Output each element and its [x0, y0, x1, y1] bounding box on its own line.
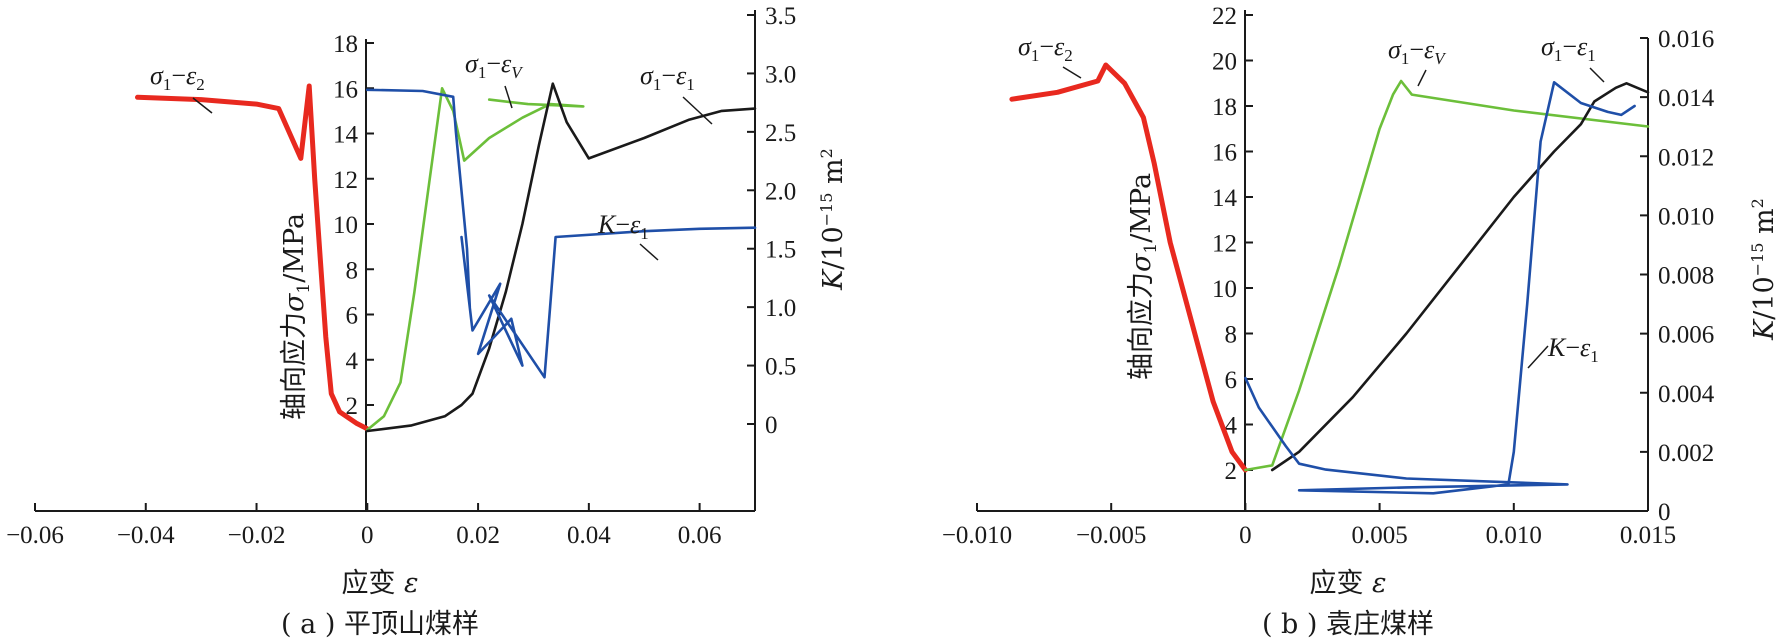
panel-a-series-k-e1	[365, 88, 757, 379]
panel-b-y2-tick-label: 0.006	[1658, 322, 1714, 349]
panel-a-y-tick-label: 2	[346, 393, 359, 420]
panel-a-ticks: −0.06 −0.04 −0.02 0 0.02 0.04 0.06 2 4 6 8 10 12 14 16…	[6, 3, 796, 549]
panel-b-y2-tick-label: 0.016	[1658, 26, 1714, 53]
panel-a-y-tick-label: 10	[333, 212, 358, 239]
panel-b-y-tick-label: 6	[1225, 367, 1238, 394]
panel-b-y-tick-label: 8	[1225, 322, 1238, 349]
annotation-leader	[1589, 67, 1605, 83]
panel-a-y2-tick-label: 1.5	[765, 237, 796, 264]
panel-a-x-axis-title: 应变 ε	[341, 568, 418, 599]
panel-a-y2-tick-label: 1.0	[765, 295, 796, 322]
panel-a-x-tick-label: −0.04	[117, 522, 175, 549]
panel-a-x-tick-label: 0.02	[456, 522, 500, 549]
panel-a-x-tick-label: −0.02	[228, 522, 286, 549]
panel-b-y2-tick-label: 0.010	[1658, 203, 1714, 230]
panel-b-y2-tick-label: 0	[1658, 499, 1671, 526]
panel-b-y2-tick-label: 0.008	[1658, 263, 1714, 290]
panel-a-y-tick-label: 14	[333, 122, 359, 149]
panel-b-x-axis-title: 应变 ε	[1309, 568, 1386, 599]
panel-a-x-tick-label: 0.06	[678, 522, 722, 549]
annotation-label: K−ε1	[1547, 333, 1599, 366]
panel-b-annotation-s1e1: σ1−ε1	[1541, 32, 1605, 83]
panel-b-y2-tick-label: 0.014	[1658, 85, 1715, 112]
annotation-label: σ1−ε1	[640, 61, 695, 94]
panel-b-y-tick-label: 4	[1225, 413, 1238, 440]
panel-a-y-tick-label: 12	[333, 167, 358, 194]
panel-a-y2-tick-label: 0	[765, 412, 778, 439]
annotation-leader	[1062, 66, 1082, 79]
annotation-label: σ1−ε1	[1541, 32, 1596, 65]
panel-a: −0.06 −0.04 −0.02 0 0.02 0.04 0.06 2 4 6 8 10 12 14 16…	[6, 3, 849, 640]
panel-b-x-tick-label: 0	[1239, 522, 1252, 549]
panel-b-y2-axis-title: K/10−15 m2	[1748, 198, 1777, 341]
panel-b-caption: ( b ) 袁庄煤样	[1262, 609, 1434, 640]
panel-a-annotation-s1e1: σ1−ε1	[640, 61, 713, 125]
annotation-leader	[639, 243, 659, 261]
panel-a-x-tick-label: 0	[361, 522, 374, 549]
panel-a-caption: ( a ) 平顶山煤样	[281, 609, 479, 640]
panel-a-series-s1-e1	[365, 82, 757, 433]
panel-b-y-tick-label: 18	[1212, 94, 1237, 121]
panel-a-series-s1-ev	[365, 87, 585, 432]
panel-a-series-s1-e2	[135, 83, 370, 432]
panel-a-y-tick-label: 8	[346, 257, 359, 284]
panel-a-annotation-ke1: K−ε1	[597, 210, 659, 261]
panel-b-series-s1-e1	[1270, 82, 1650, 472]
panel-a-y2-tick-label: 3.5	[765, 3, 796, 30]
annotation-leader	[504, 85, 513, 109]
panel-a-y2-tick-label: 3.0	[765, 61, 796, 88]
panel-b-x-tick-label: −0.010	[942, 522, 1012, 549]
panel-b-x-tick-label: 0.015	[1620, 522, 1676, 549]
panel-a-y2-axis-title: K/10−15 m2	[817, 148, 849, 291]
panel-b-y2-tick-label: 0.002	[1658, 440, 1714, 467]
panel-b-series-s1-ev	[1244, 79, 1650, 472]
panel-a-x-tick-label: 0.04	[567, 522, 611, 549]
panel-b-y2-tick-label: 0.012	[1658, 144, 1714, 171]
panel-b-y-tick-label: 20	[1212, 49, 1237, 76]
panel-b-series-k-e1	[1244, 81, 1636, 495]
panel-a-y-axis-title: 轴向应力σ1/MPa	[279, 213, 314, 420]
panel-a-y-tick-label: 18	[333, 31, 358, 58]
panel-b-series	[1009, 62, 1650, 495]
panel-b-x-tick-label: 0.005	[1351, 522, 1407, 549]
panel-a-series	[135, 82, 757, 433]
panel-b-y-tick-label: 16	[1212, 140, 1237, 167]
annotation-label: σ1−εV	[1388, 35, 1447, 68]
panel-b-y2-tick-label: 0.004	[1658, 381, 1715, 408]
panel-a-y2-tick-label: 0.5	[765, 354, 796, 381]
annotation-leader	[682, 96, 713, 125]
panel-b-x-tick-label: −0.005	[1076, 522, 1146, 549]
panel-b-y-tick-label: 10	[1212, 276, 1237, 303]
panel-b-y-tick-label: 12	[1212, 231, 1237, 258]
panel-b-annotation-s1e2: σ1−ε2	[1018, 32, 1082, 79]
annotation-label: σ1−ε2	[1018, 32, 1073, 65]
panel-b-series-s1-e2	[1009, 62, 1248, 473]
panel-b-x-tick-label: 0.010	[1486, 522, 1542, 549]
panel-b-y-tick-label: 14	[1212, 185, 1238, 212]
annotation-leader	[1527, 345, 1549, 369]
annotation-label: σ1−εV	[465, 49, 524, 82]
panel-b: −0.010 −0.005 0 0.005 0.010 0.015 2 4 6 8 10 12 14 16…	[942, 3, 1777, 640]
panel-b-annotation-ke1: K−ε1	[1527, 333, 1599, 369]
panel-b-y-tick-label: 22	[1212, 3, 1237, 30]
panel-b-y-axis-title: 轴向应力σ1/MPa	[1126, 173, 1161, 380]
panel-a-annotation-s1e2: σ1−ε2	[150, 61, 213, 114]
panel-a-y2-tick-label: 2.0	[765, 178, 796, 205]
panel-b-ticks: −0.010 −0.005 0 0.005 0.010 0.015 2 4 6 8 10 12 14 16…	[942, 3, 1715, 549]
panel-a-y2-tick-label: 2.5	[765, 120, 796, 147]
annotation-leader	[192, 97, 213, 114]
panel-a-annotation-s1eV: σ1−εV	[465, 49, 524, 109]
panel-a-y-tick-label: 6	[346, 303, 359, 330]
panel-a-y-tick-label: 16	[333, 76, 358, 103]
panel-a-y-tick-label: 4	[346, 348, 359, 375]
panel-a-x-tick-label: −0.06	[6, 522, 64, 549]
annotation-label: σ1−ε2	[150, 61, 205, 94]
annotation-leader	[1417, 69, 1427, 87]
panel-b-annotation-s1eV: σ1−εV	[1388, 35, 1447, 87]
annotation-label: K−ε1	[597, 210, 649, 243]
panel-b-y-tick-label: 2	[1225, 458, 1238, 485]
